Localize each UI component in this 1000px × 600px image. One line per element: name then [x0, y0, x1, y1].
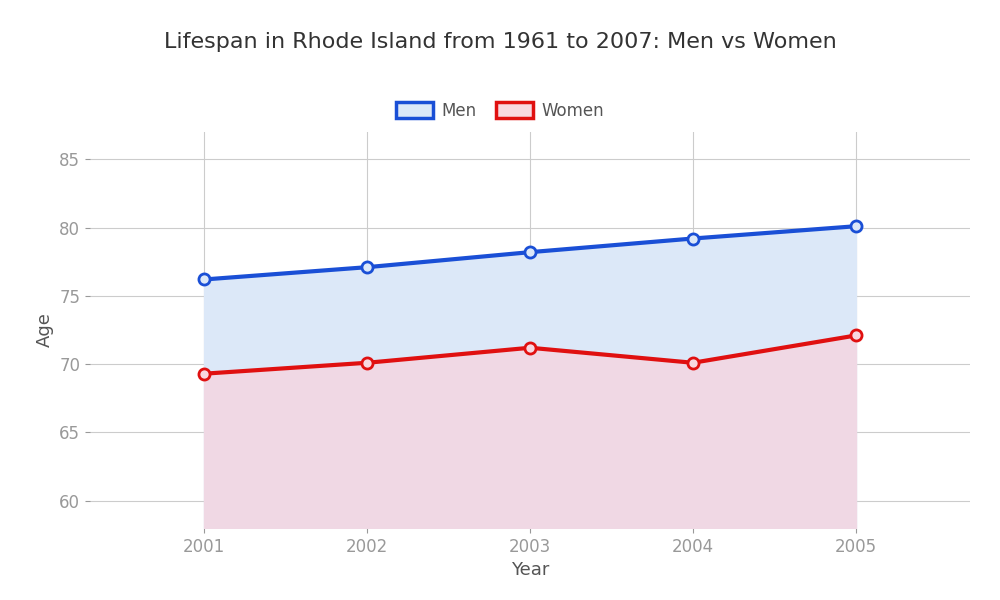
Text: Lifespan in Rhode Island from 1961 to 2007: Men vs Women: Lifespan in Rhode Island from 1961 to 20… [164, 32, 836, 52]
Y-axis label: Age: Age [36, 313, 54, 347]
X-axis label: Year: Year [511, 561, 549, 579]
Legend: Men, Women: Men, Women [389, 95, 611, 127]
